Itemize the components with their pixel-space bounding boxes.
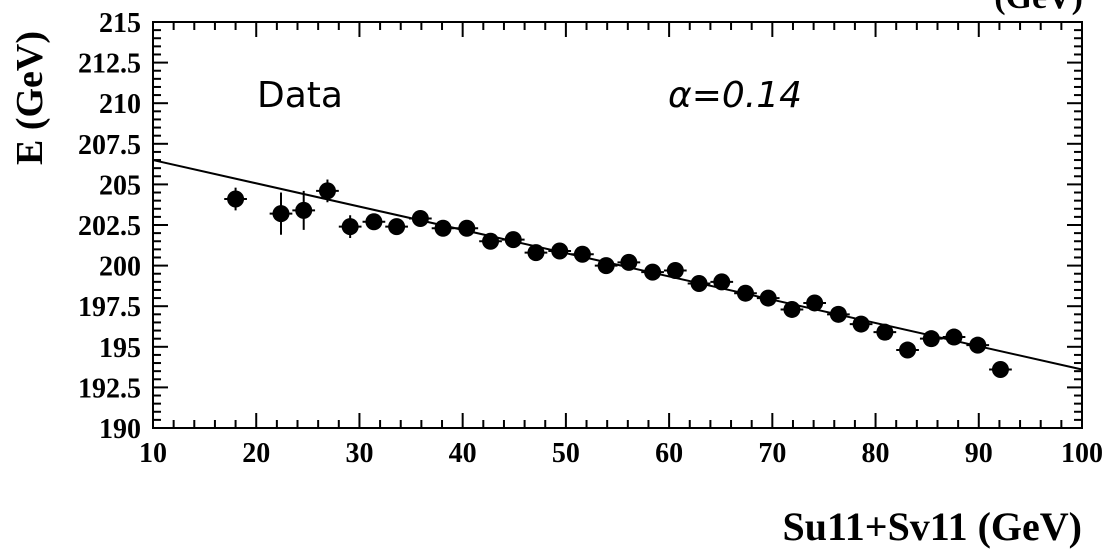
data-point [385,218,408,236]
marker [620,253,638,271]
data-point [942,328,966,346]
data-point [849,315,873,333]
marker [783,300,801,318]
data-point [571,245,594,263]
data-point [548,242,572,260]
data-point [479,232,502,250]
data-points [224,179,1012,379]
marker [573,245,591,263]
y-tick-label: 200 [99,252,141,283]
data-point [827,305,850,323]
x-tick-label: 50 [552,438,580,469]
x-tick-label: 20 [242,438,270,469]
y-tick-label: 192.5 [78,373,141,404]
corner-fragment: (GeV) [994,0,1083,16]
data-point [687,274,711,292]
marker [690,274,708,292]
data-point [919,330,943,348]
marker [365,213,383,231]
data-point [710,273,734,291]
x-tick-label: 10 [139,438,167,469]
x-tick-label: 30 [345,438,373,469]
data-point [734,284,757,302]
y-tick-label: 195 [99,333,141,364]
data-point [594,257,618,275]
marker [295,201,313,219]
marker [597,257,615,275]
marker [482,232,500,250]
y-tick-label: 215 [99,8,141,39]
y-axis-label: E (GeV) [9,31,51,165]
data-point [803,294,827,312]
marker [272,205,290,223]
data-point [338,215,362,238]
x-tick-label: 90 [965,438,993,469]
data-point [873,323,897,341]
y-tick-label: 210 [99,89,141,120]
marker [991,361,1009,379]
x-tick-label: 60 [655,438,683,469]
data-point [316,179,339,203]
data-point [617,253,641,271]
data-point [408,210,432,228]
data-point [966,336,990,354]
annotation-alpha: α=0.14 [668,75,802,116]
marker [644,263,662,281]
marker [852,315,870,333]
annotation-data: Data [257,75,343,116]
marker [388,218,406,236]
marker [829,305,847,323]
data-point [524,244,548,262]
y-tick-label: 190 [99,414,141,445]
x-tick-label: 70 [758,438,786,469]
marker [806,294,824,312]
axis-ticks [152,21,1083,429]
data-point [641,263,664,281]
marker [713,273,731,291]
data-point [780,300,804,318]
data-point [756,289,780,307]
data-point [292,190,316,230]
marker [227,190,245,208]
data-point [989,361,1012,379]
x-tick-label: 40 [449,438,477,469]
marker [945,328,963,346]
x-tick-label: 100 [1061,438,1103,469]
y-tick-label: 207.5 [78,130,141,161]
marker [551,242,569,260]
data-point [224,187,247,211]
x-axis-label: Su11+Sv11 (GeV) [782,504,1082,549]
data-point [663,261,687,279]
x-tick-label: 80 [862,438,890,469]
data-point [455,219,479,237]
y-tick-label: 202.5 [78,211,141,242]
marker [318,182,336,200]
marker [759,289,777,307]
data-point [501,231,525,249]
marker [527,244,545,262]
x-tick-labels: 10 20 30 40 50 60 70 80 90 100 [139,438,1103,469]
marker [666,261,684,279]
data-point [362,213,386,231]
marker [341,218,359,236]
data-point [896,341,919,359]
marker [504,231,522,249]
y-tick-label: 197.5 [78,292,141,323]
marker [434,219,452,237]
y-tick-label: 205 [99,170,141,201]
marker [969,336,987,354]
marker [899,341,917,359]
data-point [269,192,293,235]
y-tick-label: 212.5 [78,49,141,80]
marker [458,219,476,237]
y-tick-labels: 190 192.5 195 197.5 200 202.5 205 207.5 210 212.5… [78,8,141,445]
marker [922,330,940,348]
marker [876,323,894,341]
data-point [431,219,455,237]
marker [411,210,429,228]
marker [736,284,754,302]
